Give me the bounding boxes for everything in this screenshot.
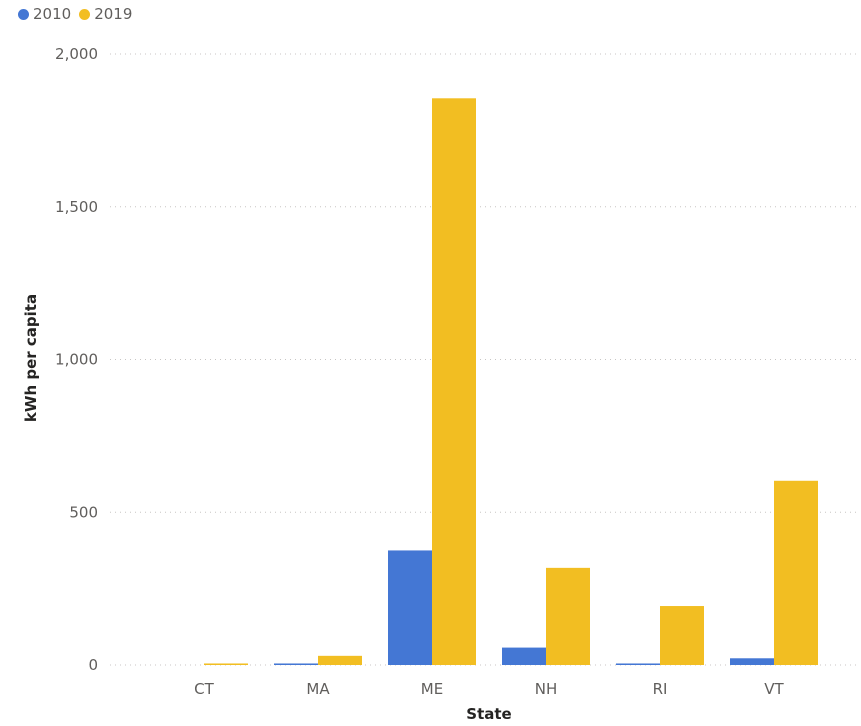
legend-item-2019[interactable]: 2019 [79,5,132,23]
bar-ma-2019[interactable] [318,655,362,665]
bar-ma-2010[interactable] [274,663,318,665]
bar-nh-2019[interactable] [546,567,590,665]
bar-ri-2010[interactable] [616,663,660,665]
bar-vt-2019[interactable] [774,480,818,665]
legend: 2010 2019 [18,5,140,23]
bar-ri-2019[interactable] [660,606,704,665]
x-axis-title: State [466,705,511,723]
y-axis-ticks: 0 500 1,000 1,500 2,000 [55,45,98,674]
x-tick-label-ma: MA [306,680,330,698]
x-tick-label-vt: VT [764,680,784,698]
y-tick-label: 1,500 [55,198,98,216]
legend-swatch-2019 [79,8,91,20]
gridlines [110,53,858,666]
x-tick-label-nh: NH [535,680,558,698]
legend-item-2010[interactable]: 2010 [18,5,71,23]
x-tick-label-ct: CT [194,680,214,698]
legend-label-2010: 2010 [33,5,72,23]
x-tick-label-me: ME [421,680,443,698]
y-tick-label: 500 [69,503,98,521]
legend-swatch-2010 [18,8,29,20]
y-tick-label: 1,000 [55,351,98,369]
bar-me-2010[interactable] [388,550,432,665]
bar-vt-2010[interactable] [730,658,774,665]
legend-label-2019: 2019 [94,5,133,23]
y-tick-label: 2,000 [55,45,98,63]
y-axis-title: kWh per capita [22,294,40,422]
bars [204,98,818,666]
x-tick-label-ri: RI [653,680,668,698]
bar-ct-2019[interactable] [204,663,248,665]
x-axis-ticks: CT MA ME NH RI VT [194,680,784,698]
bar-me-2019[interactable] [432,98,476,666]
bar-nh-2010[interactable] [502,647,546,665]
y-tick-label: 0 [88,656,98,674]
